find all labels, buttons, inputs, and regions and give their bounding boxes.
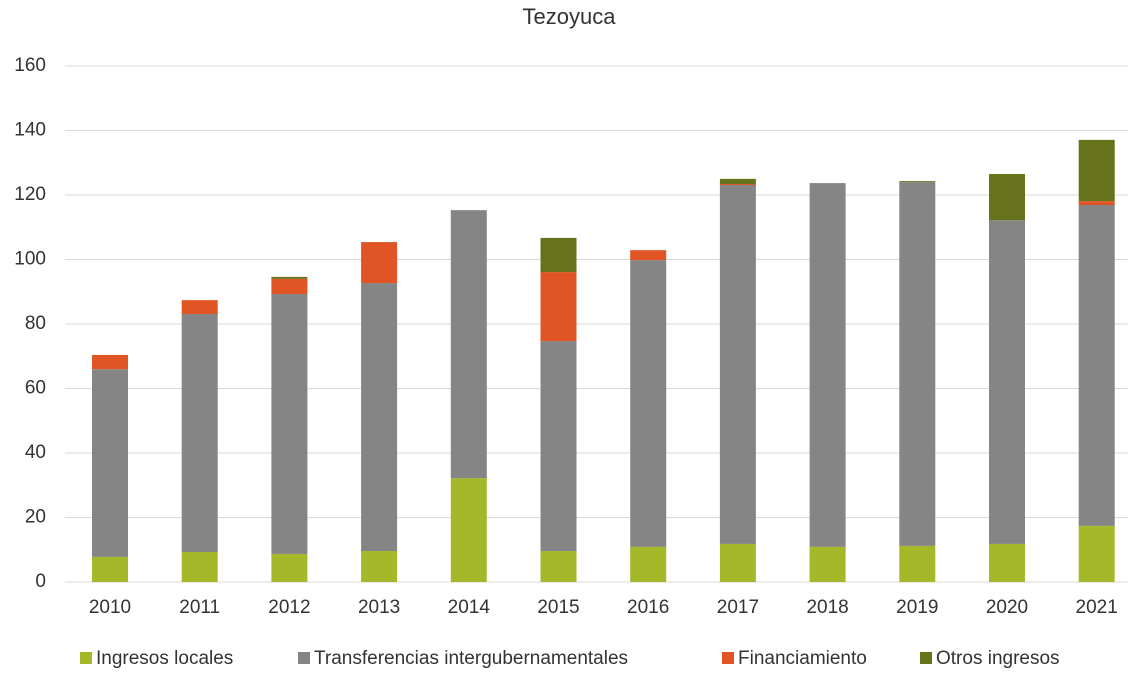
x-tick-label: 2013 [358, 597, 400, 618]
bar-segment [361, 283, 398, 552]
bar-segment [271, 294, 308, 554]
bar-segment [1078, 139, 1115, 202]
bar-segment [630, 260, 667, 547]
x-tick-label: 2011 [179, 597, 220, 618]
y-tick-label: 100 [14, 249, 46, 270]
y-tick-label: 20 [25, 507, 46, 528]
legend-label: Otros ingresos [936, 648, 1060, 669]
legend-swatch [722, 652, 734, 664]
bar-segment [719, 185, 756, 544]
bar-segment [989, 220, 1025, 544]
bar-segment [92, 354, 128, 370]
y-tick-label: 80 [25, 313, 46, 334]
bar-segment [809, 546, 846, 582]
bar-segment [809, 183, 846, 547]
legend-swatch [920, 652, 932, 664]
bar-segment [719, 178, 756, 185]
x-tick-label: 2014 [448, 597, 491, 618]
bar-segment [540, 272, 577, 342]
bar-segment [181, 300, 218, 315]
bar-segment [1078, 204, 1115, 526]
x-tick-label: 2010 [89, 597, 131, 618]
x-tick-label: 2016 [627, 597, 669, 618]
bar-segment [899, 182, 936, 546]
x-tick-label: 2021 [1076, 597, 1118, 618]
bar-segment [899, 545, 936, 582]
y-tick-label: 60 [25, 378, 46, 399]
legend-label: Ingresos locales [96, 648, 233, 669]
y-tick-label: 160 [14, 55, 46, 76]
bar-segment [450, 478, 487, 582]
y-tick-label: 140 [14, 120, 46, 141]
bar-segment [719, 184, 756, 186]
bar-segment [181, 552, 218, 582]
x-tick-label: 2017 [717, 597, 759, 618]
y-tick-label: 40 [25, 442, 46, 463]
bar-segment [630, 250, 667, 261]
bar-segment [271, 278, 308, 295]
y-tick-label: 120 [14, 184, 46, 205]
bar-segment [540, 551, 577, 582]
bar-segment [719, 543, 756, 582]
x-tick-label: 2012 [268, 597, 310, 618]
y-tick-label: 0 [35, 571, 46, 592]
legend-swatch [298, 652, 310, 664]
bar-segment [540, 341, 577, 552]
bar-segment [1078, 525, 1115, 582]
bar-segment [630, 546, 667, 582]
x-tick-label: 2015 [537, 597, 579, 618]
legend-label: Financiamiento [738, 648, 867, 669]
legend-label: Transferencias intergubernamentales [314, 648, 628, 669]
bar-segment [540, 237, 577, 273]
bar-segment [271, 553, 308, 582]
bar-segment [271, 276, 308, 279]
legend-swatch [80, 652, 92, 664]
x-tick-label: 2019 [896, 597, 938, 618]
bar-segment [989, 174, 1025, 221]
chart-title: Tezoyuca [523, 4, 617, 29]
bar-segment [361, 242, 398, 284]
bar-segment [181, 314, 218, 553]
bar-segment [450, 210, 487, 479]
x-tick-label: 2018 [806, 597, 848, 618]
bar-segment [361, 551, 398, 582]
x-tick-label: 2020 [986, 597, 1028, 618]
bar-segment [989, 543, 1025, 582]
bar-segment [1078, 201, 1115, 205]
bar-segment [92, 556, 128, 582]
bar-segment [899, 181, 936, 183]
bar-segment [92, 369, 128, 557]
